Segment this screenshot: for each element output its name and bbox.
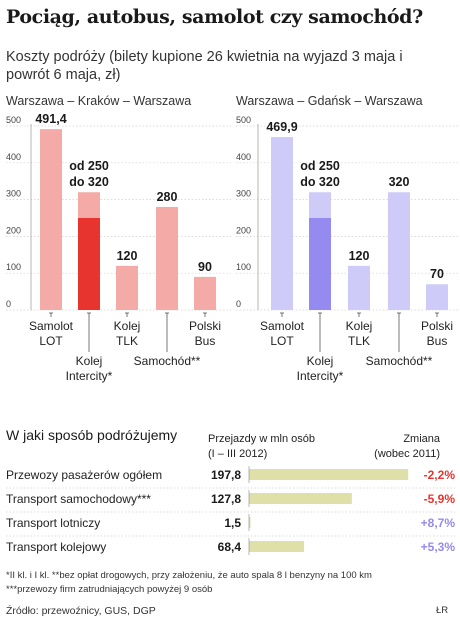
- source-note: Źródło: przewoźnicy, GUS, DGP: [6, 605, 156, 617]
- row-label: Transport kolejowy: [6, 540, 106, 554]
- y-tick-label: 300: [6, 189, 21, 199]
- bar: [426, 284, 448, 310]
- panel-title-1: Warszawa – Kraków – Warszawa: [6, 94, 191, 108]
- footnote-2: ***przewozy firm zatrudniających powyżej…: [6, 584, 213, 595]
- y-tick-label: 200: [6, 225, 21, 235]
- category-label: TLK: [348, 334, 370, 348]
- bar-value-label: 120: [349, 249, 370, 263]
- author-credit: ŁR: [436, 605, 449, 616]
- row-value-label: 68,4: [218, 540, 242, 554]
- category-label: Kolej: [76, 354, 103, 368]
- row-change-label: -5,9%: [424, 492, 456, 506]
- bar-value-label: od 250: [300, 159, 340, 173]
- category-label: Bus: [195, 334, 216, 348]
- bar-value-label: do 320: [300, 175, 340, 189]
- y-tick-label: 0: [236, 299, 241, 309]
- row-label: Transport samochodowy***: [6, 492, 151, 506]
- bar-low-range: [309, 218, 331, 310]
- column-header-change: Zmiana: [403, 433, 441, 445]
- panel-title-2: Warszawa – Gdańsk – Warszawa: [236, 94, 423, 108]
- row-value-label: 197,8: [211, 468, 241, 482]
- horizontal-bar: [249, 541, 305, 552]
- y-tick-label: 0: [6, 299, 11, 309]
- bar-low-range: [78, 218, 100, 310]
- category-label: Kolej: [114, 319, 141, 333]
- row-value-label: 127,8: [211, 492, 241, 506]
- bar: [271, 137, 293, 310]
- y-tick-label: 500: [6, 115, 21, 125]
- chart-subtitle: Koszty podróży (bilety kupione 26 kwietn…: [6, 49, 403, 83]
- row-change-label: +8,7%: [421, 516, 456, 530]
- category-label: Polski: [189, 319, 221, 333]
- bar: [388, 192, 410, 310]
- row-change-label: +5,3%: [421, 540, 456, 554]
- category-label: Intercity*: [66, 369, 113, 383]
- category-label: TLK: [116, 334, 138, 348]
- category-label: Intercity*: [297, 369, 344, 383]
- category-label: Samochód**: [366, 354, 433, 368]
- bar-value-label: 90: [198, 260, 212, 274]
- row-label: Transport lotniczy: [6, 516, 100, 530]
- bar: [348, 265, 370, 310]
- y-tick-label: 100: [6, 262, 21, 272]
- section-title: W jaki sposób podróżujemy: [6, 427, 177, 443]
- footnote-1: *II kl. i I kl. **bez opłat drogowych, p…: [6, 570, 372, 581]
- horizontal-bar: [249, 517, 251, 528]
- column-header-trips: (I – III 2012): [208, 448, 267, 460]
- category-label: LOT: [270, 334, 294, 348]
- horizontal-bar: [249, 493, 352, 504]
- category-label: Samolot: [29, 319, 74, 333]
- bar-value-label: do 320: [69, 175, 109, 189]
- bar: [40, 129, 62, 310]
- row-change-label: -2,2%: [424, 468, 456, 482]
- bar: [194, 276, 216, 310]
- category-label: Polski: [421, 319, 453, 333]
- y-tick-label: 300: [236, 189, 251, 199]
- y-tick-label: 200: [236, 225, 251, 235]
- row-label: Przewozy pasażerów ogółem: [6, 468, 162, 482]
- bar-value-label: 469,9: [266, 120, 297, 134]
- bar: [116, 265, 138, 310]
- category-label: LOT: [39, 334, 63, 348]
- category-label: Kolej: [307, 354, 334, 368]
- horizontal-bar: [249, 469, 409, 480]
- column-header-trips: Przejazdy w mln osób: [208, 433, 315, 445]
- column-header-change: (wobec 2011): [374, 448, 440, 460]
- y-tick-label: 500: [236, 115, 251, 125]
- bar: [156, 206, 178, 310]
- bar-value-label: 320: [389, 175, 410, 189]
- y-tick-label: 400: [6, 152, 21, 162]
- category-label: Samochód**: [134, 354, 201, 368]
- row-value-label: 1,5: [224, 516, 241, 530]
- bar-value-label: 70: [430, 267, 444, 281]
- bar-value-label: 280: [157, 190, 178, 204]
- bar-value-label: 491,4: [35, 112, 66, 126]
- category-label: Kolej: [346, 319, 373, 333]
- y-tick-label: 100: [236, 262, 251, 272]
- y-tick-label: 400: [236, 152, 251, 162]
- bar-value-label: od 250: [69, 159, 109, 173]
- bar-value-label: 120: [117, 249, 138, 263]
- category-label: Samolot: [260, 319, 305, 333]
- category-label: Bus: [427, 334, 448, 348]
- chart-title: Pociąg, autobus, samolot czy samochód?: [6, 6, 423, 28]
